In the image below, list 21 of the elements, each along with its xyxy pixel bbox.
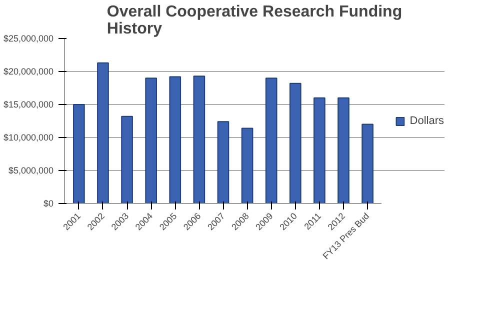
bar <box>362 124 374 204</box>
bar <box>97 62 109 204</box>
bar <box>241 128 254 204</box>
y-tick-label: $0 <box>43 198 54 208</box>
bar <box>73 104 85 204</box>
bar <box>338 97 350 204</box>
bar <box>314 97 326 204</box>
bar <box>145 78 157 204</box>
bar <box>121 116 133 204</box>
bar <box>169 76 182 204</box>
legend-label: Dollars <box>410 114 444 126</box>
y-tick-label: $20,000,000 <box>3 66 54 76</box>
y-tick-label: $5,000,000 <box>8 166 54 176</box>
bar <box>289 82 302 204</box>
bar <box>193 76 206 204</box>
y-tick-label: $25,000,000 <box>3 34 54 44</box>
bar <box>217 121 230 204</box>
y-tick-label: $10,000,000 <box>3 132 54 142</box>
bar <box>265 78 278 204</box>
y-tick-label: $15,000,000 <box>3 100 54 110</box>
chart-title: Overall Cooperative Research Funding History <box>106 4 402 38</box>
